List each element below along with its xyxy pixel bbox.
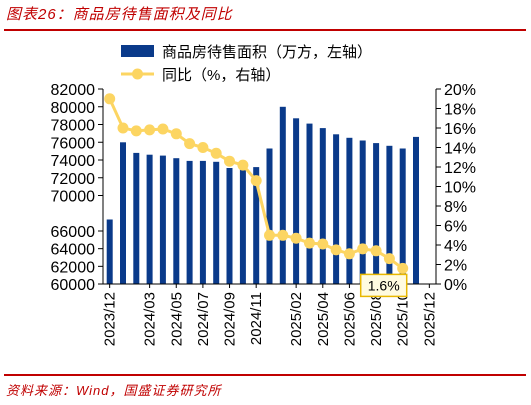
y-right-tick-label: 18%	[444, 102, 476, 119]
chart-title: 图表26：商品房待售面积及同比	[6, 6, 233, 23]
y-right-tick-label: 0%	[444, 277, 467, 294]
x-tick-label: 2025/10	[395, 292, 412, 346]
x-tick-label: 2024/05	[168, 292, 185, 346]
y-left-tick-label: 82000	[51, 82, 96, 99]
x-tick-label: 2025/06	[341, 292, 358, 346]
bar-2023/12	[106, 219, 113, 284]
legend-swatch-marker	[132, 68, 143, 80]
x-tick-label: 2025/02	[288, 292, 305, 346]
x-tick-label: 2025/12	[421, 292, 438, 346]
yoy-point-2025/08	[370, 245, 382, 257]
legend-label-line: 同比（%，右轴）	[162, 67, 280, 84]
title-divider	[4, 29, 526, 31]
annotation: 1.6%	[359, 273, 408, 298]
bar-2025/08	[373, 143, 380, 284]
legend: 商品房待售面积（万方，左轴） 同比（%，右轴）	[121, 44, 372, 84]
footer-divider	[4, 374, 526, 376]
y-right-tick-label: 2%	[444, 258, 467, 275]
bar-2025/04	[319, 128, 326, 284]
bar-2025/07	[359, 140, 366, 284]
legend-label-bar: 商品房待售面积（万方，左轴）	[162, 44, 372, 61]
annotation-label: 1.6%	[368, 277, 400, 293]
y-right-tick-label: 20%	[444, 82, 476, 99]
y-left-tick-label: 76000	[51, 135, 96, 152]
bar-2025/06	[346, 137, 353, 284]
x-tick-label: 2023/12	[102, 292, 119, 346]
yoy-point-2023/12	[104, 93, 116, 105]
line-series	[104, 93, 409, 274]
yoy-point-2024/02	[130, 125, 142, 137]
bar-2024/12	[266, 148, 273, 284]
bar-2024/08	[213, 161, 220, 284]
bar-series	[106, 106, 419, 285]
y-left-tick-label: 64000	[51, 242, 96, 259]
yoy-point-2025/01	[277, 229, 289, 241]
yoy-point-2024/04	[157, 123, 169, 135]
bar-2024/03	[146, 154, 153, 284]
x-tick-label: 2025/08	[368, 292, 385, 346]
y-left-tick-label: 66000	[51, 224, 96, 241]
bar-2025/10	[399, 148, 406, 284]
yoy-point-2025/06	[343, 248, 355, 260]
y-left-tick-label: 60000	[51, 277, 96, 294]
bar-2024/07	[199, 160, 206, 284]
y-right-tick-label: 6%	[444, 219, 467, 236]
annotation-box	[359, 273, 408, 298]
bar-2025/11	[413, 136, 419, 284]
x-tick-label: 2024/09	[222, 292, 239, 346]
source-note: 资料来源：Wind，国盛证券研究所	[6, 383, 222, 398]
bar-2025/02	[293, 118, 300, 284]
bar-2024/01	[120, 142, 126, 285]
bar-2024/04	[159, 155, 166, 284]
yoy-point-2025/05	[330, 244, 342, 256]
bar-2024/05	[173, 158, 180, 284]
yoy-point-2025/09	[383, 253, 395, 265]
bar-2025/09	[386, 145, 393, 284]
bar-2024/09	[226, 168, 233, 284]
y-left-tick-label: 72000	[51, 171, 96, 188]
yoy-point-2024/07	[197, 142, 209, 153]
x-tick-label: 2024/07	[195, 292, 212, 346]
yoy-point-2024/10	[237, 159, 249, 171]
yoy-point-2024/05	[170, 128, 182, 140]
bar-2024/10	[239, 168, 246, 284]
legend-swatch-bar	[121, 45, 154, 57]
yoy-point-2025/02	[290, 232, 302, 244]
bar-2025/01	[279, 106, 286, 285]
yoy-point-2024/11	[250, 175, 262, 187]
y-right-tick-label: 12%	[444, 160, 476, 177]
yoy-point-2025/04	[317, 238, 329, 250]
y-left-tick-label: 74000	[51, 153, 96, 170]
yoy-point-2025/10	[397, 262, 409, 274]
y-left-tick-label: 80000	[51, 100, 96, 117]
y-right-tick-label: 4%	[444, 238, 467, 255]
bar-2024/11	[253, 167, 260, 284]
x-tick-label: 2024/11	[248, 292, 265, 345]
y-right-tick-label: 8%	[444, 199, 467, 216]
yoy-point-2024/08	[210, 147, 222, 159]
y-right-tick-label: 14%	[444, 141, 476, 158]
yoy-point-2025/07	[357, 243, 369, 255]
yoy-point-2024/01	[117, 122, 129, 134]
y-left-tick-label: 78000	[51, 118, 96, 135]
bar-2025/05	[333, 134, 340, 284]
yoy-point-2024/06	[184, 138, 196, 150]
x-tick-label: 2025/04	[315, 292, 332, 346]
x-tick-label: 2024/03	[142, 292, 159, 346]
bar-2024/02	[133, 152, 140, 284]
bar-2025/03	[306, 123, 313, 284]
y-right-tick-label: 16%	[444, 121, 476, 138]
yoy-point-2024/09	[224, 155, 235, 167]
y-left-tick-label: 62000	[51, 259, 96, 276]
yoy-point-2024/12	[264, 229, 275, 241]
y-right-tick-label: 10%	[444, 180, 476, 197]
bar-2024/06	[186, 160, 193, 284]
yoy-point-2025/03	[304, 237, 315, 249]
yoy-point-2024/03	[144, 124, 156, 136]
y-left-tick-label: 70000	[51, 189, 96, 206]
